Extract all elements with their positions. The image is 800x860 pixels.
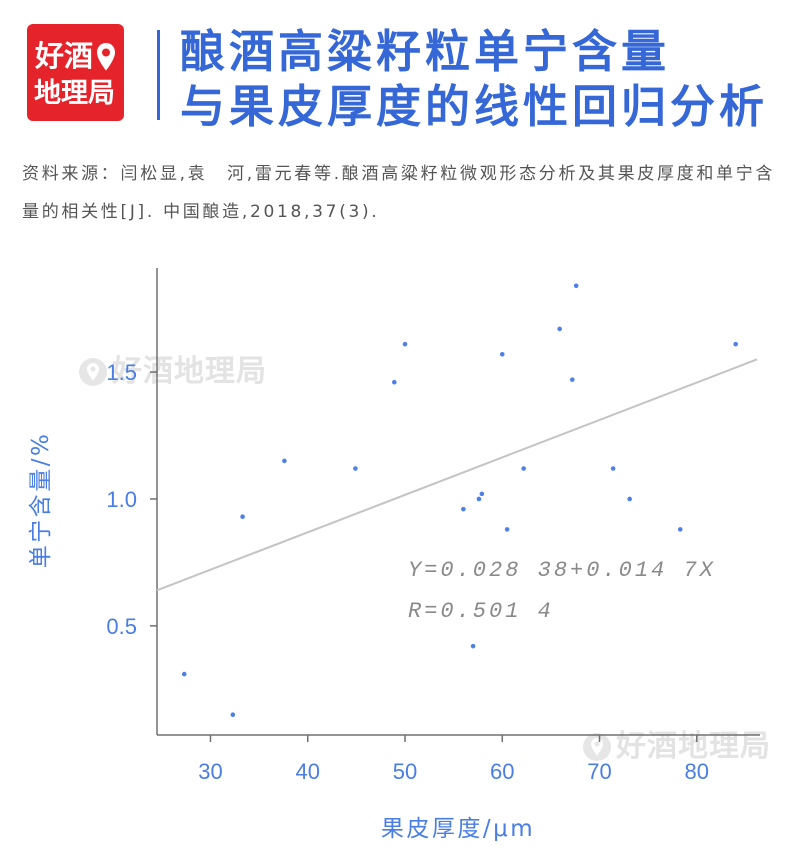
x-tick-label: 50 <box>393 759 417 784</box>
data-point <box>181 671 187 677</box>
title-line-2: 与果皮厚度的线性回归分析 <box>180 80 769 133</box>
logo-text-line1: 好酒 <box>35 39 94 73</box>
data-point <box>282 458 287 464</box>
source-citation: 资料来源：闫松显,袁 河,雷元春等.酿酒高粱籽粒微观形态分析及其果皮厚度和单宁含… <box>22 164 776 222</box>
data-points <box>181 283 738 717</box>
data-point <box>392 379 397 385</box>
watermark-text: 好酒地理局 <box>112 354 267 389</box>
data-point <box>240 514 245 520</box>
data-point <box>610 466 616 471</box>
location-pin-icon <box>97 43 115 71</box>
data-point <box>733 341 738 347</box>
data-point <box>461 506 466 512</box>
data-point <box>402 341 408 347</box>
x-axis-label: 果皮厚度/μm <box>381 816 535 842</box>
watermark: 好酒地理局 <box>78 355 267 389</box>
data-point <box>557 326 562 332</box>
regression-line <box>156 358 758 592</box>
x-tick-label: 30 <box>198 759 222 784</box>
x-tick-label: 40 <box>296 759 320 784</box>
x-tick-label: 60 <box>490 759 514 784</box>
x-tick-label: 70 <box>587 759 611 784</box>
data-point <box>504 527 510 532</box>
x-tick-label: 80 <box>685 759 709 784</box>
y-axis-label: 单宁含量/% <box>28 432 54 569</box>
data-point <box>470 643 476 649</box>
correlation-coefficient: R=0.501 4 <box>408 599 554 624</box>
data-point <box>230 712 236 717</box>
regression-equation: Y=0.028 38+0.014 7X <box>408 558 716 583</box>
data-point <box>573 283 579 289</box>
data-point <box>627 496 632 502</box>
header-divider <box>157 30 160 120</box>
data-point <box>677 527 683 532</box>
page-title: 酿酒高粱籽粒单宁含量 与果皮厚度的线性回归分析 <box>180 24 768 134</box>
data-point <box>479 491 485 497</box>
watermark-logo-icon <box>583 733 611 761</box>
data-point <box>569 377 575 382</box>
data-point <box>353 466 358 471</box>
regression-line-group <box>156 358 758 592</box>
logo-text-line2: 地理局 <box>34 78 115 109</box>
y-tick-label: 1.5 <box>106 360 137 385</box>
data-point <box>476 496 482 502</box>
brand-logo: 好酒 地理局 <box>27 24 124 121</box>
title-line-1: 酿酒高粱籽粒单宁含量 <box>180 25 671 78</box>
y-tick-label: 1.0 <box>106 487 137 512</box>
watermark-logo-icon <box>79 358 107 386</box>
axes: 30 40 50 60 70 80 0.5 1.0 1.5 <box>106 268 760 784</box>
data-point <box>521 466 526 471</box>
y-tick-label: 0.5 <box>106 614 137 639</box>
scatter-chart: 30 40 50 60 70 80 0.5 1.0 1.5 Y=0.028 38+0.014 7… <box>28 268 760 842</box>
data-point <box>499 351 505 357</box>
